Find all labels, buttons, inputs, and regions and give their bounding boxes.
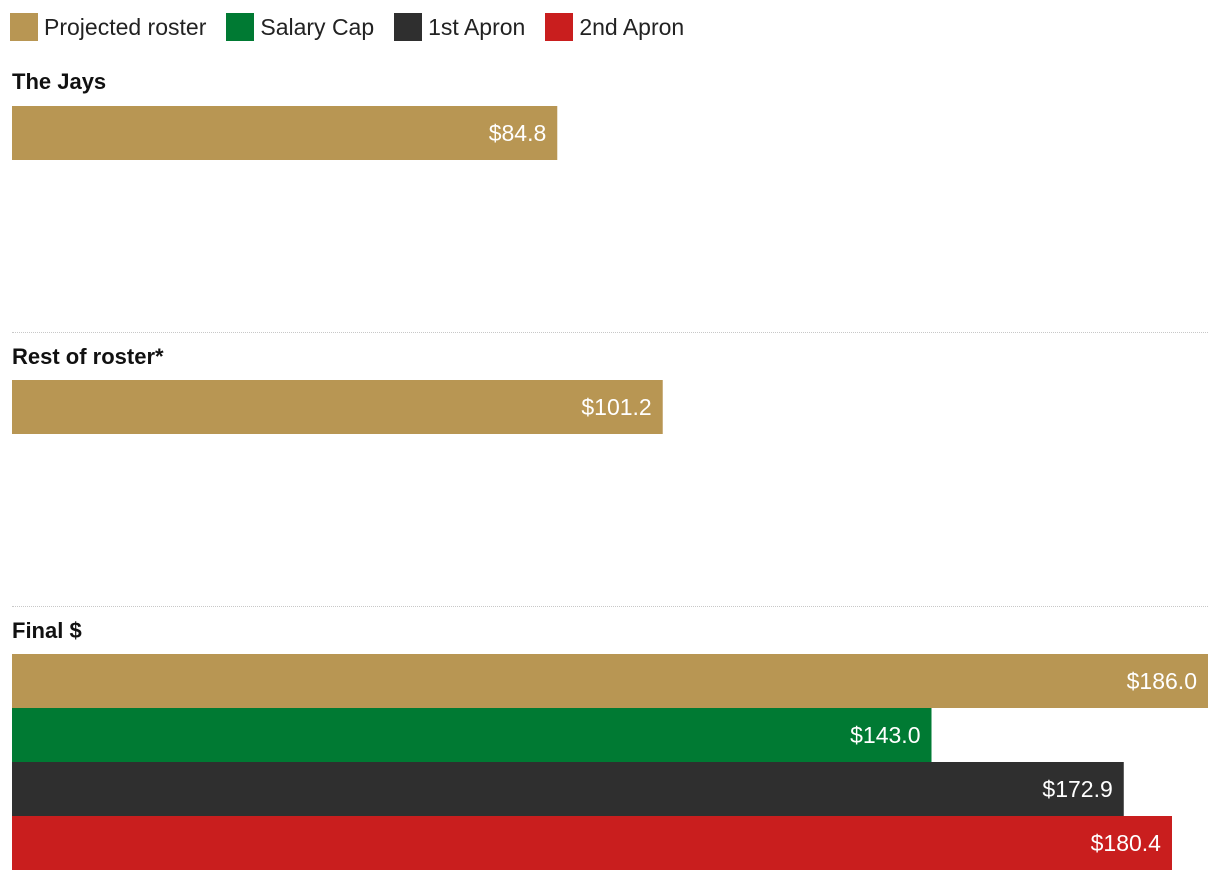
data-label-the-jays-projected-roster: $84.8 xyxy=(489,120,547,146)
legend-label-1st-apron: 1st Apron xyxy=(428,13,526,40)
legend-item-1st-apron: 1st Apron xyxy=(394,13,525,41)
chart-legend: Projected roster Salary Cap 1st Apron 2n… xyxy=(10,12,704,42)
bar-final-2nd-apron xyxy=(12,816,1172,870)
group-title-the-jays: The Jays xyxy=(12,69,107,94)
bar-final-salary-cap xyxy=(12,708,932,762)
group-title-final: Final $ xyxy=(12,618,82,643)
bar-the-jays-projected-roster xyxy=(12,106,558,160)
data-label-final-1st-apron: $172.9 xyxy=(1042,776,1112,802)
data-label-final-2nd-apron: $180.4 xyxy=(1091,830,1162,856)
bar-final-projected-roster xyxy=(12,654,1208,708)
group-title-rest-of-roster: Rest of roster* xyxy=(12,344,164,369)
data-label-final-projected-roster: $186.0 xyxy=(1127,668,1197,694)
bar-rest-of-roster-projected-roster xyxy=(12,380,663,434)
group-divider xyxy=(12,332,1208,333)
legend-swatch-projected-roster xyxy=(10,13,38,41)
legend-swatch-salary-cap xyxy=(226,13,255,41)
data-label-rest-of-roster-projected-roster: $101.2 xyxy=(581,394,651,420)
legend-item-2nd-apron: 2nd Apron xyxy=(545,13,684,41)
legend-item-salary-cap: Salary Cap xyxy=(226,13,374,41)
legend-swatch-2nd-apron xyxy=(545,13,574,41)
legend-item-projected-roster: Projected roster xyxy=(10,13,206,41)
legend-swatch-1st-apron xyxy=(394,13,423,41)
bar-final-1st-apron xyxy=(12,762,1124,816)
group-divider xyxy=(12,606,1208,607)
legend-label-projected-roster: Projected roster xyxy=(44,13,207,40)
legend-label-2nd-apron: 2nd Apron xyxy=(579,13,685,40)
data-label-final-salary-cap: $143.0 xyxy=(850,722,920,748)
legend-label-salary-cap: Salary Cap xyxy=(260,13,375,40)
